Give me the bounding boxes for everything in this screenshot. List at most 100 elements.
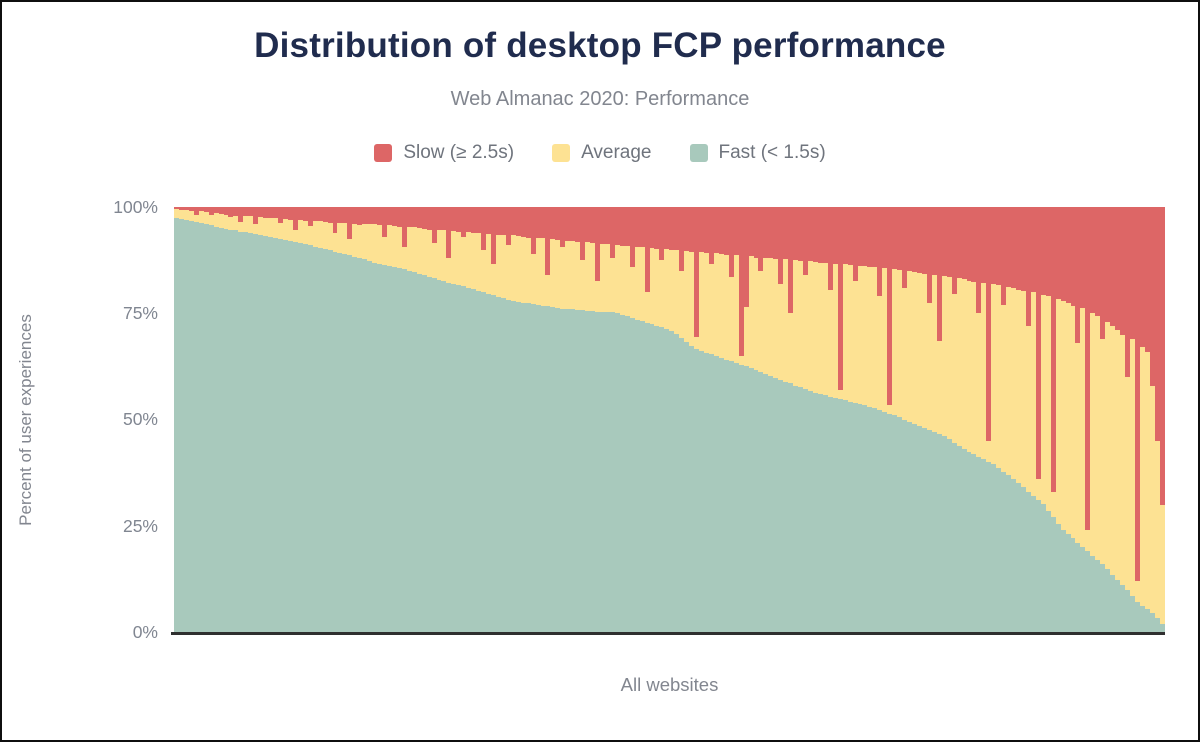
bar	[595, 207, 600, 632]
bar	[560, 207, 566, 632]
legend-label-fast: Fast (< 1.5s)	[718, 142, 826, 163]
bar	[827, 207, 833, 632]
bar	[803, 207, 808, 632]
bar	[1006, 207, 1012, 632]
bar	[1125, 207, 1130, 632]
bar	[263, 207, 269, 632]
bar	[1085, 207, 1091, 632]
bar	[357, 207, 363, 632]
bar	[481, 207, 487, 632]
bar	[753, 207, 759, 632]
bar	[1159, 207, 1165, 632]
bar	[535, 207, 541, 632]
bar	[1035, 207, 1041, 632]
bar	[193, 207, 199, 632]
bar	[892, 207, 898, 632]
bar	[372, 207, 378, 632]
bar	[808, 207, 813, 632]
bar	[530, 207, 536, 632]
bar	[817, 207, 823, 632]
bar	[436, 207, 442, 632]
bar	[228, 207, 234, 632]
bar	[302, 207, 308, 632]
bar	[1154, 207, 1160, 632]
average-swatch-icon	[552, 144, 571, 162]
bar	[273, 207, 279, 632]
bar	[669, 207, 675, 632]
bar	[857, 207, 863, 632]
bar	[1030, 207, 1036, 632]
legend-item-fast: Fast (< 1.5s)	[689, 142, 826, 164]
bar	[495, 207, 501, 632]
chart-title: Distribution of desktop FCP performance	[254, 26, 946, 65]
bar	[203, 207, 209, 632]
bar	[812, 207, 818, 632]
bar	[1050, 207, 1056, 632]
bar	[763, 207, 769, 632]
bar	[491, 207, 496, 632]
bar	[580, 207, 586, 632]
fast-swatch-icon	[689, 144, 708, 162]
bar	[441, 207, 447, 632]
bar	[1025, 207, 1031, 632]
bar	[956, 207, 962, 632]
bar	[768, 207, 774, 632]
bar	[1045, 207, 1051, 632]
bar	[520, 207, 526, 632]
bar	[401, 207, 407, 632]
bar	[733, 207, 739, 632]
bar	[966, 207, 972, 632]
bar	[416, 207, 422, 632]
bar	[446, 207, 452, 632]
bar	[758, 207, 764, 632]
bar	[258, 207, 264, 632]
bar	[183, 207, 189, 632]
bar	[743, 207, 749, 632]
bar	[1001, 207, 1007, 632]
bar	[684, 207, 690, 632]
y-tick-75: 75%	[122, 303, 158, 323]
y-tick-50: 50%	[122, 409, 158, 429]
bar	[391, 207, 397, 632]
legend-item-slow: Slow (≥ 2.5s)	[374, 142, 514, 164]
bar	[486, 207, 491, 632]
bar	[461, 207, 467, 632]
bar	[659, 207, 665, 632]
bar	[248, 207, 254, 632]
bar	[699, 207, 704, 632]
bar	[382, 207, 387, 632]
bar	[1065, 207, 1071, 632]
bar	[466, 207, 472, 632]
bar	[1139, 207, 1145, 632]
bar	[1011, 207, 1017, 632]
bar	[431, 207, 437, 632]
bar	[287, 207, 293, 632]
y-tick-0: 0%	[132, 622, 158, 642]
x-axis-title: All websites	[620, 674, 719, 695]
bar	[842, 207, 848, 632]
bar	[674, 207, 680, 632]
bar	[748, 207, 754, 632]
bar	[421, 207, 427, 632]
bar	[367, 207, 373, 632]
bar	[604, 207, 610, 632]
bar	[639, 207, 645, 632]
bar	[332, 207, 338, 632]
bar	[793, 207, 799, 632]
bar	[921, 207, 927, 632]
bar	[188, 207, 194, 632]
bar	[1055, 207, 1061, 632]
bar	[664, 207, 670, 632]
bar	[1020, 207, 1026, 632]
bar	[971, 207, 977, 632]
bar	[1095, 207, 1101, 632]
bar	[178, 207, 184, 632]
bar	[837, 207, 843, 632]
bar	[644, 207, 650, 632]
slow-swatch-icon	[374, 144, 393, 162]
bar	[1080, 207, 1086, 632]
bar	[500, 207, 506, 632]
bar	[902, 207, 908, 632]
bar	[362, 207, 368, 632]
bar	[852, 207, 858, 632]
